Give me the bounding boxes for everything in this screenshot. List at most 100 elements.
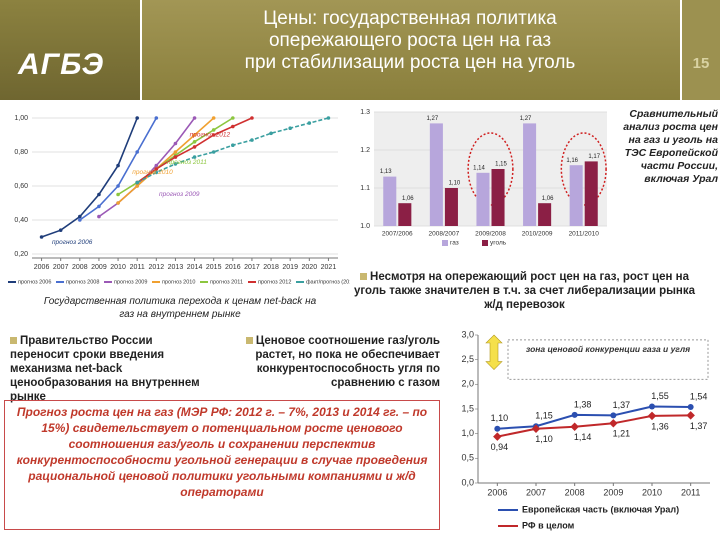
- x-tick-label: 2015: [206, 264, 222, 271]
- x-tick-label: 2012: [149, 264, 165, 271]
- point: [154, 170, 159, 175]
- legend-swatch: [482, 240, 488, 246]
- title-panel: [142, 0, 680, 100]
- y-tick-label: 1.1: [360, 185, 370, 192]
- x-tick-label: 2014: [187, 264, 203, 271]
- legend-label: Европейская часть (включая Урал): [522, 504, 679, 514]
- bar: [523, 123, 537, 226]
- bar: [476, 172, 490, 226]
- x-tick-label: 2007: [526, 487, 546, 497]
- series-annotation: прогноз 2006: [52, 239, 93, 246]
- point: [250, 138, 254, 142]
- note-text: Несмотря на опережающий рост цен на газ,…: [353, 271, 696, 311]
- x-tick-label: 2006: [34, 264, 50, 271]
- bullet: [245, 337, 253, 344]
- legend-swatch: [442, 240, 448, 246]
- series-annotation: прогноз 2011: [167, 159, 207, 166]
- bullet: [10, 337, 17, 344]
- value-label: 1,13: [380, 169, 392, 175]
- legend-label: прогноз 2010: [162, 279, 195, 285]
- x-tick-label: 2008: [565, 487, 585, 497]
- note: Несмотря на опережающий рост цен на газ,…: [352, 270, 697, 312]
- point: [97, 214, 101, 219]
- value-label: 1,06: [542, 196, 554, 202]
- y-tick-label: 1,00: [14, 115, 28, 122]
- y-tick-label: 0,40: [14, 217, 28, 224]
- point: [154, 163, 159, 168]
- point: [686, 411, 695, 420]
- series-line: [497, 414, 691, 438]
- point: [97, 192, 101, 197]
- logo: АГБЭ: [18, 48, 105, 81]
- legend-label: прогноз 2008: [66, 279, 99, 285]
- point: [173, 155, 178, 159]
- legend-label: РФ в целом: [522, 520, 575, 530]
- ratio-chart: зона ценовой конкуренции газа и угля 0,0 0…: [461, 329, 710, 530]
- value-label: 1,16: [566, 158, 578, 164]
- legend-label: газ: [450, 240, 459, 247]
- value-label: 1,54: [690, 391, 708, 401]
- point: [570, 422, 579, 432]
- chart-caption: Государственная политика перехода к цена…: [43, 296, 317, 320]
- x-tick-label: 2009/2008: [475, 231, 506, 238]
- point: [78, 214, 82, 219]
- x-tick-label: 2006: [487, 487, 507, 497]
- point: [211, 128, 216, 132]
- series-annotation: прогноз 2012: [190, 132, 231, 139]
- side-text: Сравнительный анализ роста цен на газ и …: [623, 108, 718, 185]
- bar: [538, 203, 552, 226]
- plot-area: [374, 112, 607, 226]
- value-label: 1,14: [574, 432, 592, 442]
- value-label: 1,06: [402, 196, 414, 202]
- y-tick-label: 1,0: [461, 428, 474, 438]
- note: Правительство России переносит сроки вве…: [10, 334, 210, 404]
- forecast-box: Прогноз роста цен на газ (МЭР РФ: 2012 г…: [4, 400, 440, 530]
- point: [135, 150, 139, 154]
- point: [250, 116, 254, 120]
- x-tick-label: 2010: [110, 264, 126, 271]
- point: [647, 411, 657, 421]
- x-tick-label: 2020: [302, 264, 318, 271]
- point: [307, 121, 312, 125]
- point: [116, 192, 120, 197]
- title-line: опережающего роста цен на газ: [268, 30, 552, 51]
- point: [609, 419, 618, 428]
- value-label: 1,15: [495, 162, 507, 168]
- value-label: 1,37: [613, 400, 631, 410]
- y-tick-label: 2,0: [461, 379, 474, 389]
- value-label: 1,36: [651, 421, 669, 431]
- x-tick-label: 2007/2006: [382, 231, 413, 238]
- y-tick-label: 3,0: [461, 329, 474, 339]
- value-label: 1,38: [574, 399, 592, 409]
- x-tick-label: 2007: [53, 264, 69, 271]
- legend-label: прогноз 2009: [114, 279, 147, 285]
- point: [135, 116, 139, 120]
- x-tick-label: 2009: [91, 264, 107, 271]
- series-line: [497, 405, 691, 430]
- x-tick-label: 2010: [642, 487, 662, 497]
- value-label: 1,10: [449, 181, 461, 187]
- point: [571, 411, 578, 418]
- bar: [429, 123, 443, 226]
- point: [116, 201, 120, 205]
- series-line: [41, 117, 138, 238]
- point: [192, 133, 197, 137]
- x-tick-label: 2016: [225, 264, 241, 271]
- y-tick-label: 0,60: [14, 183, 28, 190]
- point: [192, 155, 197, 159]
- point: [78, 218, 82, 222]
- y-tick-label: 1.2: [360, 147, 370, 154]
- point: [192, 140, 197, 144]
- point: [211, 133, 216, 137]
- y-tick-label: 0,80: [14, 149, 28, 156]
- page-panel: [682, 0, 720, 100]
- slide-title: Цены: государственная политика опережающ…: [150, 8, 670, 74]
- bar: [491, 169, 505, 226]
- bar: [569, 165, 583, 226]
- point: [58, 228, 63, 232]
- value-label: 1,17: [588, 154, 600, 160]
- value-label: 0,94: [491, 442, 509, 452]
- bar: [444, 188, 458, 226]
- point: [269, 131, 273, 136]
